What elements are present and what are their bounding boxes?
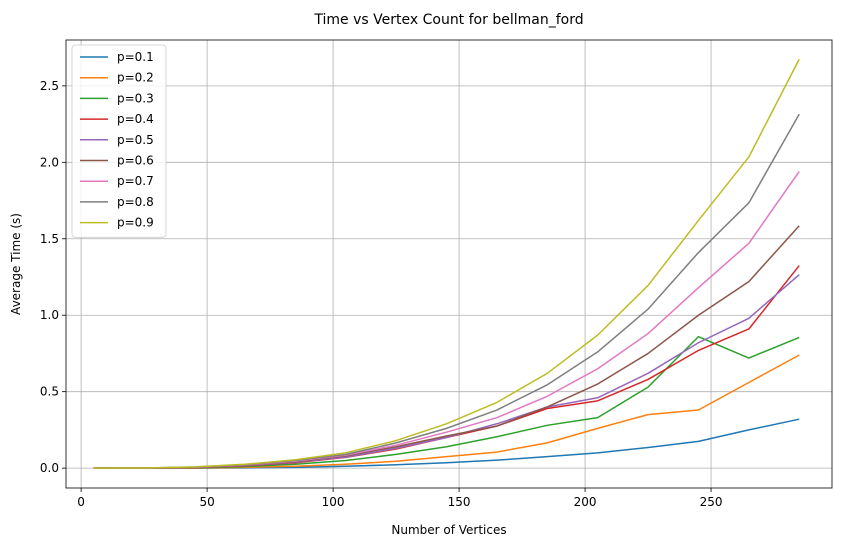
y-axis: 0.0 0.5 1.0 1.5 2.0 2.5 <box>40 79 66 475</box>
x-axis-title: Number of Vertices <box>391 523 506 537</box>
grid <box>66 40 832 488</box>
legend: p=0.1 p=0.2 p=0.3 p=0.4 p=0.5 p=0.6 p=0.7 p=0.8… <box>71 44 167 238</box>
y-tick-label: 1.5 <box>40 232 59 246</box>
legend-box <box>71 44 167 238</box>
legend-label: p=0.3 <box>117 91 154 105</box>
y-tick-label: 0.5 <box>40 385 59 399</box>
y-tick-label: 2.5 <box>40 79 59 93</box>
legend-label: p=0.5 <box>117 133 154 147</box>
legend-label: p=0.6 <box>117 154 154 168</box>
x-tick-label: 200 <box>574 495 597 509</box>
legend-label: p=0.4 <box>117 112 154 126</box>
legend-label: p=0.8 <box>117 195 154 209</box>
legend-label: p=0.7 <box>117 174 154 188</box>
x-tick-label: 250 <box>700 495 723 509</box>
x-tick-label: 50 <box>199 495 214 509</box>
legend-label: p=0.1 <box>117 50 154 64</box>
x-axis: 0 50 100 150 200 250 <box>77 488 723 509</box>
series-line-p=0.9 <box>93 58 800 469</box>
series-lines <box>93 58 800 469</box>
y-axis-title: Average Time (s) <box>9 213 23 315</box>
y-tick-label: 1.0 <box>40 308 59 322</box>
chart-title: Time vs Vertex Count for bellman_ford <box>313 12 583 28</box>
x-tick-label: 150 <box>448 495 471 509</box>
x-tick-label: 100 <box>322 495 345 509</box>
legend-label: p=0.2 <box>117 71 154 85</box>
legend-label: p=0.9 <box>117 216 154 230</box>
y-tick-label: 0.0 <box>40 461 59 475</box>
x-tick-label: 0 <box>77 495 85 509</box>
y-tick-label: 2.0 <box>40 155 59 169</box>
plot-frame <box>65 39 833 489</box>
